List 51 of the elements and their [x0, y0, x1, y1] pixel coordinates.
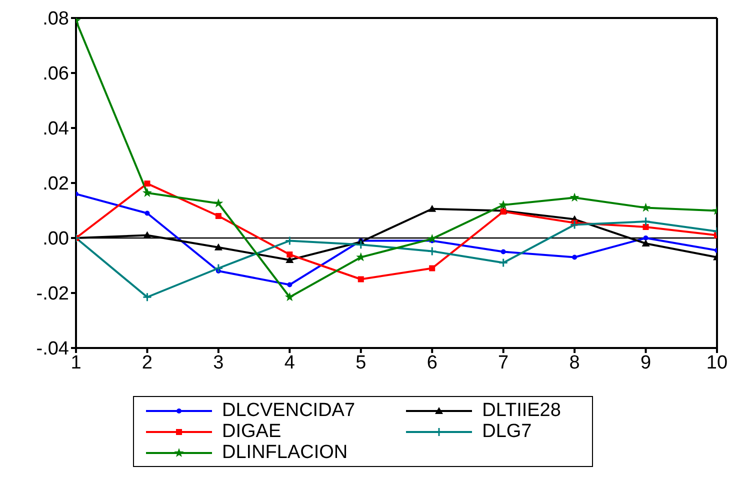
y-tick-label: -.02 — [36, 284, 69, 305]
x-tick-label: 8 — [569, 352, 580, 374]
point — [356, 240, 366, 250]
point — [142, 292, 152, 302]
point — [427, 234, 437, 243]
point — [498, 258, 508, 268]
point — [142, 188, 152, 197]
point — [500, 249, 506, 254]
y-tick-label: .06 — [42, 64, 69, 85]
y-tick-label: .08 — [42, 8, 69, 30]
point — [287, 282, 292, 288]
point — [215, 213, 222, 219]
point — [641, 202, 651, 212]
legend-label: DLTIIE28 — [482, 400, 561, 421]
x-tick-label: 5 — [356, 352, 366, 374]
x-tick-label: 3 — [213, 352, 224, 374]
legend-label: DIGAE — [222, 421, 282, 442]
y-tick-label: .02 — [42, 174, 69, 195]
y-tick-label: -.04 — [36, 338, 70, 360]
legend-label: DLINFLACION — [222, 442, 348, 463]
y-tick-label: .04 — [42, 118, 70, 140]
point — [572, 254, 578, 260]
y-tick-label: .00 — [42, 228, 69, 250]
point — [643, 236, 648, 240]
point — [214, 264, 224, 273]
point — [286, 252, 293, 258]
legend-label: DLG7 — [482, 421, 532, 442]
legend-label: DLCVENCIDA7 — [222, 400, 356, 421]
x-tick-label: 6 — [426, 352, 438, 374]
point — [427, 246, 437, 256]
point — [570, 220, 580, 230]
x-tick-label: 9 — [640, 352, 652, 374]
point — [358, 276, 364, 282]
point — [498, 200, 508, 210]
point — [428, 204, 436, 212]
point — [143, 231, 152, 238]
x-tick-label: 10 — [706, 352, 728, 374]
point — [284, 292, 294, 302]
x-tick-label: 2 — [142, 352, 153, 374]
point — [214, 198, 224, 208]
point — [214, 243, 222, 250]
point — [144, 210, 150, 216]
point — [570, 192, 580, 202]
x-tick-label: 7 — [498, 352, 509, 374]
x-tick-label: 1 — [70, 352, 82, 374]
point — [641, 216, 651, 226]
point — [642, 240, 650, 246]
point — [429, 265, 436, 272]
point — [642, 224, 649, 230]
point — [144, 180, 150, 187]
x-tick-label: 4 — [284, 352, 296, 374]
